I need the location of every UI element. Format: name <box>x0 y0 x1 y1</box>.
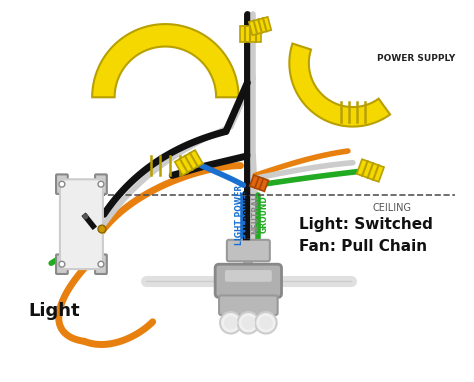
Circle shape <box>98 181 104 187</box>
Text: Light: Light <box>29 302 81 320</box>
Circle shape <box>59 261 65 267</box>
Text: POWER SUPPLY: POWER SUPPLY <box>377 54 456 63</box>
Circle shape <box>242 316 255 330</box>
Text: LIGHT POWER: LIGHT POWER <box>235 184 244 244</box>
FancyBboxPatch shape <box>95 175 107 194</box>
FancyBboxPatch shape <box>227 240 270 261</box>
Polygon shape <box>249 17 271 35</box>
Polygon shape <box>250 175 268 191</box>
FancyBboxPatch shape <box>56 254 68 274</box>
Polygon shape <box>239 26 261 42</box>
Circle shape <box>255 312 277 333</box>
Circle shape <box>98 261 104 267</box>
Text: Light: Switched: Light: Switched <box>299 217 433 232</box>
Circle shape <box>59 181 65 187</box>
Circle shape <box>98 225 106 233</box>
Circle shape <box>220 312 242 333</box>
FancyBboxPatch shape <box>215 264 282 298</box>
FancyBboxPatch shape <box>60 179 103 269</box>
Polygon shape <box>289 44 390 126</box>
Text: GROUND: GROUND <box>259 196 268 233</box>
Polygon shape <box>92 24 238 97</box>
Circle shape <box>259 316 273 330</box>
FancyBboxPatch shape <box>95 254 107 274</box>
Circle shape <box>82 214 88 219</box>
Polygon shape <box>175 150 203 175</box>
Text: Fan: Pull Chain: Fan: Pull Chain <box>299 239 427 254</box>
Text: FAN POWER: FAN POWER <box>244 189 253 240</box>
Text: CEILING: CEILING <box>373 203 411 213</box>
Circle shape <box>224 316 237 330</box>
FancyBboxPatch shape <box>219 295 278 315</box>
Text: NEUTRAL: NEUTRAL <box>252 194 261 235</box>
FancyBboxPatch shape <box>56 175 68 194</box>
FancyBboxPatch shape <box>225 270 272 282</box>
Circle shape <box>237 312 259 333</box>
Polygon shape <box>357 159 384 182</box>
